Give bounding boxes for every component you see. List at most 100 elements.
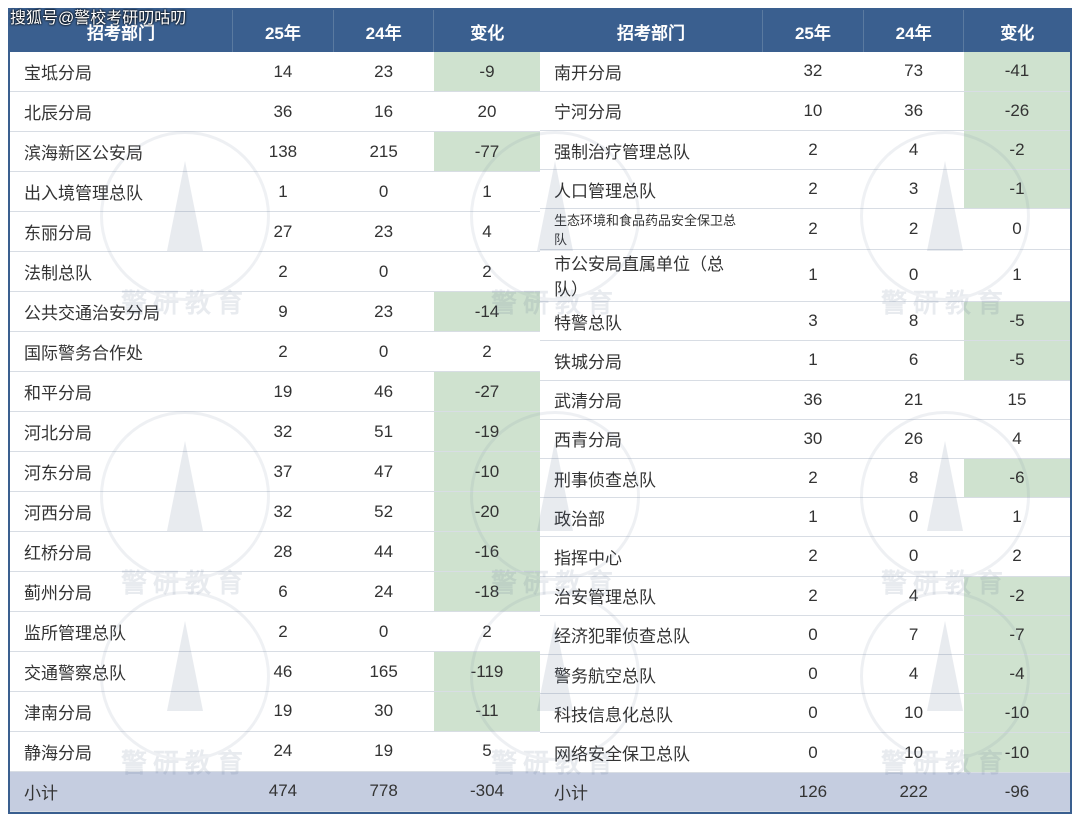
cell-y25: 24 (233, 731, 334, 771)
cell-y24: 0 (863, 249, 964, 302)
cell-change: -304 (434, 771, 540, 811)
table-row: 公共交通治安分局923-14 (10, 292, 540, 332)
table-row: 市公安局直属单位（总队）101 (540, 249, 1070, 302)
cell-dept: 市公安局直属单位（总队） (540, 249, 763, 302)
cell-dept: 河西分局 (10, 492, 233, 532)
left-table: 招考部门 25年 24年 变化 宝坻分局1423-9北辰分局361620滨海新区… (10, 10, 540, 812)
table-row: 武清分局362115 (540, 380, 1070, 419)
cell-y24: 26 (863, 419, 964, 458)
cell-y24: 23 (333, 212, 434, 252)
subtotal-row: 小计126222-96 (540, 772, 1070, 811)
cell-change: -1 (964, 170, 1070, 209)
cell-y25: 2 (763, 209, 864, 249)
table-row: 北辰分局361620 (10, 92, 540, 132)
cell-change: -10 (964, 694, 1070, 733)
cell-y25: 3 (763, 302, 864, 341)
cell-y25: 9 (233, 292, 334, 332)
cell-dept: 小计 (540, 772, 763, 811)
cell-y24: 8 (863, 302, 964, 341)
cell-change: 15 (964, 380, 1070, 419)
cell-change: -26 (964, 91, 1070, 130)
table-row: 人口管理总队23-1 (540, 170, 1070, 209)
cell-y24: 21 (863, 380, 964, 419)
cell-change: 2 (434, 612, 540, 652)
cell-y25: 19 (233, 692, 334, 732)
cell-y25: 36 (763, 380, 864, 419)
cell-y24: 7 (863, 615, 964, 654)
cell-change: -96 (964, 772, 1070, 811)
table-row: 宁河分局1036-26 (540, 91, 1070, 130)
table-row: 政治部101 (540, 498, 1070, 537)
cell-change: -2 (964, 130, 1070, 169)
table-row: 滨海新区公安局138215-77 (10, 132, 540, 172)
cell-y25: 6 (233, 572, 334, 612)
table-row: 指挥中心202 (540, 537, 1070, 576)
cell-y24: 73 (863, 52, 964, 91)
cell-change: -41 (964, 52, 1070, 91)
cell-dept: 科技信息化总队 (540, 694, 763, 733)
cell-dept: 宁河分局 (540, 91, 763, 130)
table-row: 铁城分局16-5 (540, 341, 1070, 380)
cell-y24: 19 (333, 731, 434, 771)
cell-dept: 静海分局 (10, 731, 233, 771)
table-row: 红桥分局2844-16 (10, 532, 540, 572)
cell-y24: 24 (333, 572, 434, 612)
cell-y25: 2 (763, 458, 864, 497)
cell-change: 5 (434, 731, 540, 771)
cell-y25: 0 (763, 655, 864, 694)
cell-change: 1 (964, 498, 1070, 537)
cell-y25: 37 (233, 452, 334, 492)
table-row: 南开分局3273-41 (540, 52, 1070, 91)
cell-y24: 36 (863, 91, 964, 130)
cell-dept: 北辰分局 (10, 92, 233, 132)
cell-dept: 武清分局 (540, 380, 763, 419)
table-row: 津南分局1930-11 (10, 692, 540, 732)
cell-change: 0 (964, 209, 1070, 249)
cell-y24: 47 (333, 452, 434, 492)
cell-y24: 52 (333, 492, 434, 532)
right-table: 招考部门 25年 24年 变化 南开分局3273-41宁河分局1036-26强制… (540, 10, 1070, 812)
cell-y24: 222 (863, 772, 964, 811)
cell-y25: 27 (233, 212, 334, 252)
cell-change: -119 (434, 652, 540, 692)
table-row: 河东分局3747-10 (10, 452, 540, 492)
table-row: 国际警务合作处202 (10, 332, 540, 372)
cell-dept: 河北分局 (10, 412, 233, 452)
table-row: 网络安全保卫总队010-10 (540, 733, 1070, 772)
header-y25: 25年 (233, 10, 334, 52)
cell-y25: 0 (763, 733, 864, 772)
cell-dept: 强制治疗管理总队 (540, 130, 763, 169)
table-row: 特警总队38-5 (540, 302, 1070, 341)
header-y25: 25年 (763, 10, 864, 52)
cell-change: -10 (964, 733, 1070, 772)
table-row: 蓟州分局624-18 (10, 572, 540, 612)
cell-y25: 0 (763, 694, 864, 733)
cell-y25: 32 (233, 412, 334, 452)
cell-change: 1 (434, 172, 540, 212)
cell-dept: 宝坻分局 (10, 52, 233, 92)
cell-y24: 51 (333, 412, 434, 452)
cell-dept: 津南分局 (10, 692, 233, 732)
cell-y24: 10 (863, 733, 964, 772)
table-row: 刑事侦查总队28-6 (540, 458, 1070, 497)
watermark-tag: 搜狐号@警校考研叨咕叨 (10, 4, 186, 28)
header-y24: 24年 (863, 10, 964, 52)
table-row: 交通警察总队46165-119 (10, 652, 540, 692)
header-change: 变化 (434, 10, 540, 52)
table-row: 科技信息化总队010-10 (540, 694, 1070, 733)
cell-dept: 治安管理总队 (540, 576, 763, 615)
cell-y24: 16 (333, 92, 434, 132)
cell-y25: 474 (233, 771, 334, 811)
table-row: 警务航空总队04-4 (540, 655, 1070, 694)
cell-y24: 30 (333, 692, 434, 732)
cell-y24: 778 (333, 771, 434, 811)
cell-y24: 10 (863, 694, 964, 733)
cell-change: -10 (434, 452, 540, 492)
table-row: 河西分局3252-20 (10, 492, 540, 532)
cell-change: -77 (434, 132, 540, 172)
table-row: 东丽分局27234 (10, 212, 540, 252)
header-dept: 招考部门 (540, 10, 763, 52)
cell-y25: 32 (763, 52, 864, 91)
cell-y25: 28 (233, 532, 334, 572)
cell-dept: 政治部 (540, 498, 763, 537)
